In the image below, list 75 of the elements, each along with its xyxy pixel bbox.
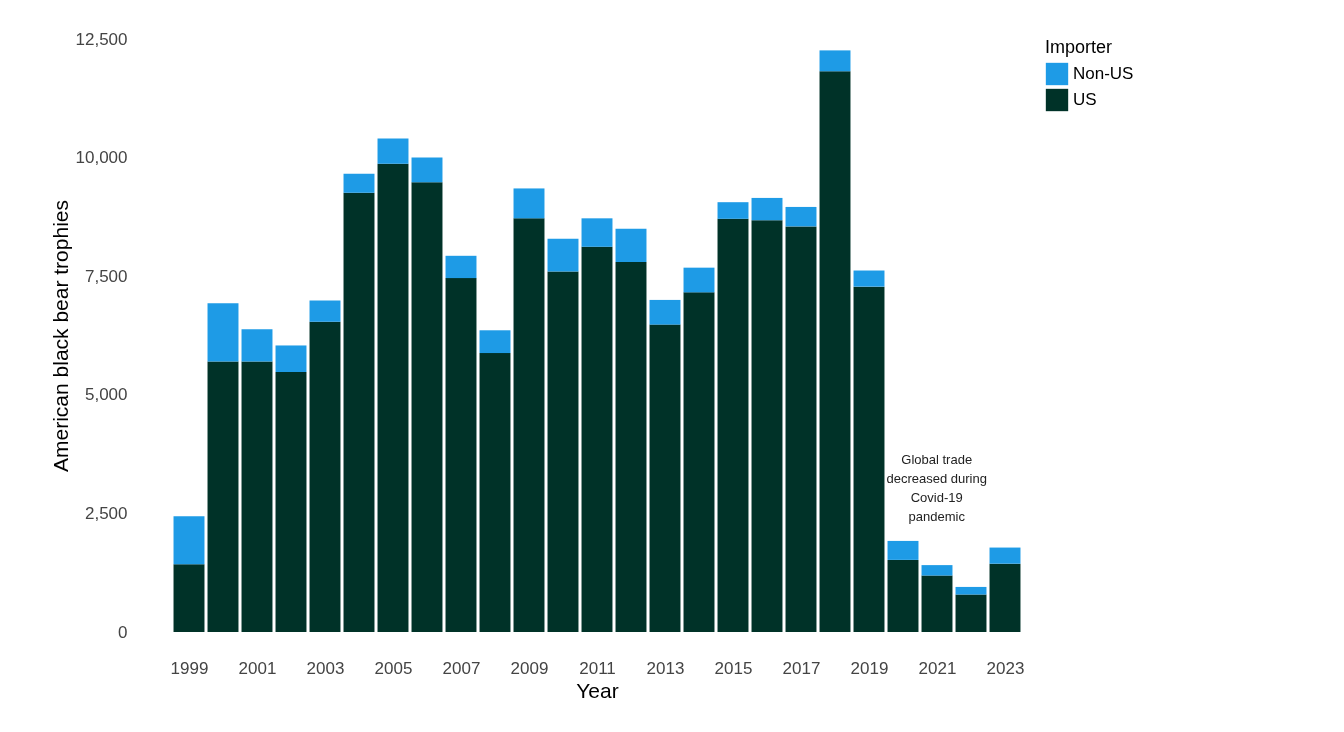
y-tick-label: 2,500: [84, 503, 128, 523]
bar: [445, 278, 477, 632]
bar: [751, 197, 783, 221]
x-tick-label: 2007: [442, 658, 481, 678]
legend-title: Importer: [1045, 37, 1113, 57]
bar: [989, 563, 1021, 632]
bar: [241, 329, 273, 362]
bar: [853, 270, 885, 287]
legend-label: Non-US: [1073, 64, 1134, 83]
x-tick-label: 2011: [579, 658, 616, 678]
y-tick-label: 5,000: [84, 385, 128, 405]
bar: [343, 192, 375, 632]
annotation: Global trade decreased during Covid-19 pandemic: [886, 452, 987, 525]
bar: [547, 271, 579, 632]
bar: [819, 50, 851, 72]
x-tick-label: 2013: [646, 658, 685, 678]
bar: [785, 206, 817, 227]
bar: [547, 238, 579, 272]
bar: [887, 540, 919, 560]
bar: [819, 71, 851, 632]
x-axis-title: Year: [576, 678, 619, 702]
x-tick-label: 2021: [918, 658, 957, 678]
y-tick-label: 10,000: [75, 148, 128, 168]
bar: [207, 303, 239, 362]
x-tick-label: 2019: [850, 658, 889, 678]
bar: [445, 255, 477, 279]
bar: [411, 157, 443, 183]
bar: [921, 565, 953, 576]
bar: [853, 286, 885, 632]
y-tick-label: 0: [118, 622, 128, 642]
bar: [581, 246, 613, 632]
bar: [275, 372, 307, 632]
bar: [751, 220, 783, 632]
y-axis-title: American black bear trophies: [48, 200, 72, 472]
bar: [309, 300, 341, 322]
x-tick-label: 2023: [986, 658, 1025, 678]
x-tick-label: 2005: [374, 658, 413, 678]
bar: [173, 564, 205, 632]
bar: [309, 321, 341, 632]
y-tick-label: 12,500: [75, 29, 128, 49]
bar: [683, 267, 715, 293]
bar: [955, 594, 987, 632]
bar: [479, 330, 511, 354]
bar: [513, 218, 545, 632]
x-tick-label: 2003: [306, 658, 345, 678]
x-tick-label: 2015: [714, 658, 753, 678]
bar: [717, 218, 749, 632]
bar: [989, 547, 1021, 564]
bar: [615, 261, 647, 632]
x-tick-label: 2017: [782, 658, 821, 678]
bar: [649, 299, 681, 325]
bar: [785, 226, 817, 632]
bar: [275, 345, 307, 373]
bar: [207, 361, 239, 632]
bar: [377, 138, 409, 164]
bar: [581, 218, 613, 247]
bar: [377, 163, 409, 632]
legend-label: US: [1073, 90, 1097, 109]
x-tick-label: 2009: [510, 658, 549, 678]
bar: [955, 586, 987, 595]
bar: [343, 173, 375, 193]
bar: [173, 516, 205, 565]
bar: [683, 292, 715, 632]
x-tick-label: 2001: [238, 658, 277, 678]
x-tick-label: 1999: [170, 658, 209, 678]
bar: [615, 228, 647, 262]
bar: [411, 182, 443, 632]
bar: [241, 361, 273, 632]
bar: [649, 324, 681, 632]
bar: [513, 188, 545, 219]
bar: [479, 353, 511, 632]
bar: [887, 559, 919, 632]
bar: [717, 202, 749, 219]
bar: [921, 575, 953, 632]
y-tick-label: 7,500: [84, 266, 128, 286]
